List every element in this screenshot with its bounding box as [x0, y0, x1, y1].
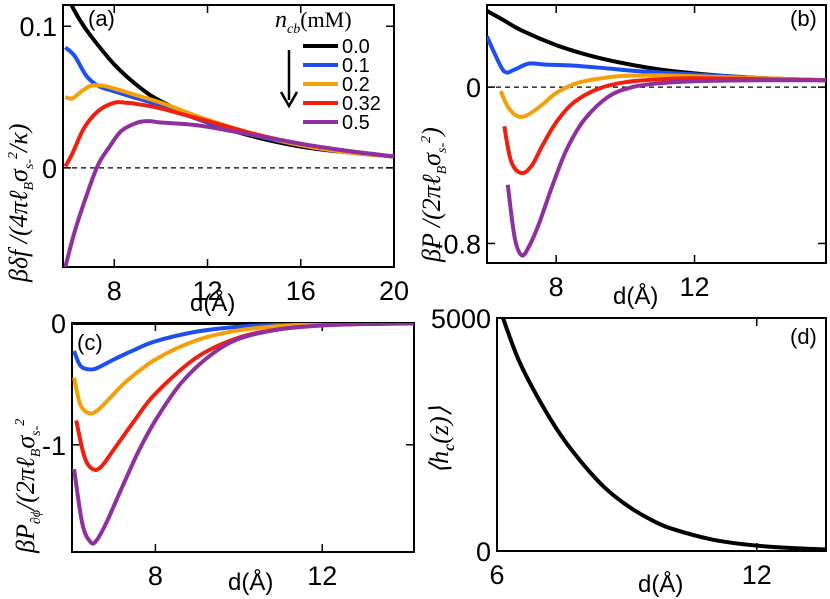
series-line-0.2 [72, 323, 414, 416]
panel-b-ylabel: βP /(2πℓBσs-2) [417, 127, 450, 263]
legend-entry-label: 0.32 [342, 93, 381, 115]
legend-entry-label: 0.2 [342, 74, 370, 96]
panel-c-label: (c) [77, 330, 103, 355]
y-tick-label: 5000 [431, 304, 491, 334]
legend-items: 0.00.10.20.320.5 [303, 36, 381, 134]
x-tick-label: 8 [107, 276, 122, 306]
panel-d-curves [500, 318, 826, 551]
panel-a-ticks: 8 12 16 20 0 0.1 [19, 5, 409, 306]
panel-b-label: (b) [790, 6, 817, 31]
panel-d-xlabel: d(Å) [638, 570, 683, 598]
panel-b-xlabel: d(Å) [613, 282, 658, 310]
series-line-0.32 [502, 76, 826, 176]
series-line-h_c [500, 318, 826, 551]
panel-b-curves [487, 9, 826, 258]
x-tick-label: 16 [286, 276, 316, 306]
panel-a-frame [62, 4, 395, 268]
panel-d-ylabel: ⟨hc(z)⟩ [425, 406, 458, 474]
x-tick-label: 12 [192, 276, 222, 306]
legend-title: ncb(mM) [275, 7, 352, 37]
panel-c-xlabel: d(Å) [228, 568, 273, 596]
legend: ncb(mM) 0.00.10.20.320.5 [275, 7, 381, 134]
y-tick-label: -0.8 [434, 229, 481, 259]
series-line-0.5 [72, 323, 414, 546]
series-line-0.0 [487, 9, 826, 83]
x-tick-label: 12 [742, 560, 772, 590]
panel-a-label: (a) [88, 6, 115, 31]
x-tick-label: 8 [148, 561, 163, 591]
legend-entry-label: 0.5 [342, 112, 370, 134]
series-line-0.5 [505, 78, 826, 258]
y-tick-label: 0 [42, 154, 57, 184]
panel-a-curves [63, 5, 394, 267]
x-tick-label: 12 [307, 561, 337, 591]
panel-a: (a) d(Å) βδf /(4πℓBσs-2/κ) 8 12 16 20 0 0.1 [4, 4, 409, 317]
panel-d-ticks: 6 12 0 5000 [431, 304, 826, 590]
legend-entry-label: 0.1 [342, 55, 370, 77]
legend-arrow-head [279, 91, 299, 109]
panel-d: (d) d(Å) ⟨hc(z)⟩ 6 12 0 5000 [425, 304, 827, 598]
y-tick-label: 0.1 [19, 12, 57, 42]
panel-a-ylabel: βδf /(4πℓBσs-2/κ) [4, 124, 37, 283]
x-tick-label: 12 [680, 272, 710, 302]
series-line-0.32 [74, 323, 414, 472]
panel-d-label: (d) [790, 324, 817, 349]
panel-b-frame [486, 4, 827, 264]
panel-c-ticks: 8 12 0 -1 [42, 309, 414, 591]
x-tick-label: 20 [379, 276, 409, 306]
y-tick-label: 0 [51, 309, 66, 339]
y-tick-label: 0 [476, 537, 491, 567]
panel-c-ylabel: βP∂ϕ/(2πℓBσs-2 [11, 419, 44, 554]
x-tick-label: 6 [489, 560, 504, 590]
panel-c: (c) d(Å) βP∂ϕ/(2πℓBσs-2 8 12 0 -1 [11, 309, 415, 596]
y-tick-label: 0 [466, 73, 481, 103]
panel-b: (b) d(Å) βP /(2πℓBσs-2) 8 12 0 -0.8 [417, 4, 827, 310]
legend-entry-label: 0.0 [342, 36, 370, 58]
x-tick-label: 8 [549, 272, 564, 302]
y-tick-label: -1 [42, 431, 66, 461]
panel-c-curves [72, 323, 414, 546]
series-line-0.5 [63, 119, 394, 267]
panel-d-frame [496, 317, 827, 552]
panel-b-ticks: 8 12 0 -0.8 [434, 5, 826, 302]
panel-a-xlabel: d(Å) [190, 289, 235, 317]
